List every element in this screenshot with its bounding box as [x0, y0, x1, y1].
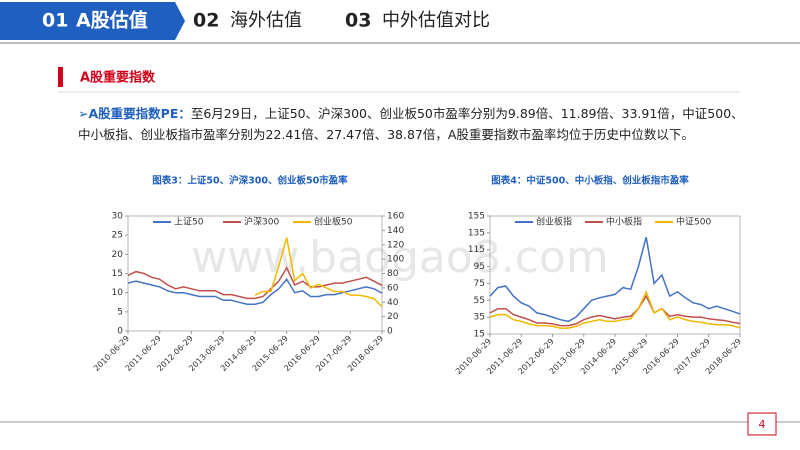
watermark: www.baogao8.com — [191, 232, 608, 283]
y-tick-label: 15 — [474, 330, 485, 340]
y-tick-label: 0 — [117, 327, 123, 337]
y2-tick-label: 80 — [387, 269, 399, 279]
tab-num[interactable]: 03 — [345, 10, 371, 32]
y2-tick-label: 120 — [387, 240, 404, 250]
y-tick-label: 115 — [468, 245, 485, 255]
y-tick-label: 55 — [474, 296, 485, 306]
tab-label[interactable]: 中外估值对比 — [382, 10, 490, 31]
legend-label: 上证50 — [174, 217, 204, 228]
bullet: ➢ — [78, 106, 89, 121]
chart-title: 图表4：中证500、中小板指、创业板指市盈率 — [491, 175, 689, 187]
series-line — [489, 289, 741, 329]
tab-label[interactable]: A股估值 — [76, 9, 148, 32]
y-tick-label: 95 — [474, 262, 485, 272]
active-tab — [0, 2, 185, 40]
y-tick-label: 15 — [112, 269, 123, 279]
page-number: 4 — [759, 418, 766, 431]
y-tick-label: 10 — [112, 288, 124, 298]
chart-title: 图表3：上证50、沪深300、创业板50市盈率 — [152, 175, 348, 187]
y2-tick-label: 20 — [387, 312, 399, 322]
section-marker — [58, 67, 63, 87]
y-tick-label: 30 — [112, 212, 124, 222]
legend-label: 创业板指 — [536, 216, 572, 228]
y2-tick-label: 160 — [387, 212, 404, 222]
tab-label[interactable]: 海外估值 — [230, 10, 302, 31]
series-line — [489, 294, 741, 327]
paragraph: ➢A股重要指数PE：至6月29日，上证50、沪深300、创业板50市盈率分别为9… — [78, 103, 750, 145]
series-line — [254, 237, 383, 308]
section-title: A股重要指数 — [80, 70, 156, 86]
series-line — [489, 236, 741, 323]
y-tick-label: 75 — [474, 279, 485, 289]
legend-label: 中证500 — [676, 216, 711, 228]
y2-tick-label: 60 — [387, 283, 399, 293]
series-line — [127, 278, 383, 305]
legend-label: 沪深300 — [244, 216, 279, 228]
paragraph-text: 至6月29日，上证50、沪深300、创业板50市盈率分别为9.89倍、11.89… — [78, 106, 744, 142]
paragraph-lead: A股重要指数PE： — [88, 106, 191, 121]
y2-tick-label: 140 — [387, 226, 404, 236]
y2-tick-label: 0 — [387, 327, 393, 337]
page-box — [747, 412, 777, 436]
y-tick-label: 35 — [474, 313, 485, 323]
y-tick-label: 135 — [468, 228, 485, 238]
y2-tick-label: 40 — [387, 298, 399, 308]
y-tick-label: 20 — [112, 250, 124, 260]
y2-tick-label: 100 — [387, 255, 404, 265]
series-line — [127, 266, 383, 300]
legend-label: 中小板指 — [606, 216, 642, 228]
y-tick-label: 25 — [112, 231, 123, 241]
tab-num[interactable]: 01 — [42, 10, 68, 32]
y-tick-label: 155 — [468, 212, 485, 222]
legend-label: 创业板50 — [314, 216, 353, 228]
tab-num[interactable]: 02 — [193, 10, 219, 32]
y-tick-label: 5 — [117, 307, 123, 317]
